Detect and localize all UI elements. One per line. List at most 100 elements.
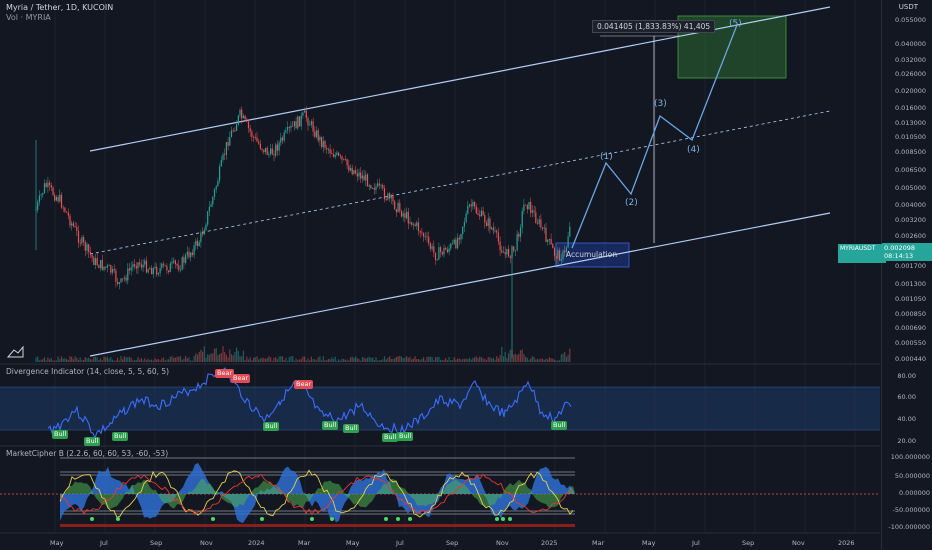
candle bbox=[385, 199, 387, 201]
volume-bar bbox=[433, 360, 435, 362]
volume-bar bbox=[254, 357, 256, 362]
channel-upper-line[interactable] bbox=[89, 6, 831, 152]
candle bbox=[105, 266, 107, 268]
channel-lower-line[interactable] bbox=[89, 212, 831, 357]
volume-bar bbox=[482, 358, 484, 362]
candle bbox=[326, 148, 328, 150]
volume-bar bbox=[445, 357, 447, 362]
volume-bar bbox=[270, 357, 272, 362]
wave-label-2[interactable]: (2) bbox=[625, 198, 638, 208]
candle bbox=[190, 252, 192, 258]
candle bbox=[139, 262, 141, 265]
volume-bar bbox=[152, 360, 154, 362]
volume-bar bbox=[258, 359, 260, 362]
candle bbox=[373, 188, 375, 190]
candle bbox=[71, 223, 73, 226]
candle bbox=[168, 270, 170, 273]
bear-label: Bear bbox=[215, 369, 235, 378]
volume-bar bbox=[530, 358, 532, 362]
candle bbox=[220, 159, 222, 167]
volume-bar bbox=[540, 358, 542, 362]
candle bbox=[76, 227, 78, 231]
volume-bar bbox=[404, 357, 406, 362]
cipher-scale-neg50: -50.000000 bbox=[892, 506, 931, 514]
volume-bar bbox=[372, 357, 374, 362]
volume-bar bbox=[227, 357, 229, 362]
candle bbox=[540, 219, 542, 228]
volume-bar bbox=[368, 356, 370, 362]
candle bbox=[210, 204, 212, 207]
wave-label-4[interactable]: (4) bbox=[687, 145, 700, 155]
volume-bar bbox=[81, 360, 83, 362]
volume-bar bbox=[137, 357, 139, 362]
candle bbox=[392, 195, 394, 202]
ticker-price: 0.002098 bbox=[884, 244, 916, 252]
volume-bar bbox=[491, 358, 493, 362]
volume-bar bbox=[253, 357, 255, 362]
volume-bar bbox=[550, 358, 552, 362]
measure-label[interactable]: 0.041405 (1,833.83%) 41,405 bbox=[592, 20, 716, 33]
price-axis[interactable]: USDT bbox=[881, 0, 932, 550]
cipher-buy-dot bbox=[384, 517, 388, 521]
wave-label-5[interactable]: (5) bbox=[729, 19, 742, 29]
candle bbox=[407, 211, 409, 224]
candle bbox=[331, 153, 333, 155]
accumulation-label[interactable]: Accumulation bbox=[566, 250, 618, 259]
candle bbox=[446, 249, 448, 253]
volume-bar bbox=[202, 351, 204, 362]
candle bbox=[140, 264, 142, 268]
candle bbox=[336, 152, 338, 155]
volume-bar bbox=[43, 357, 46, 362]
candle bbox=[89, 252, 91, 255]
volume-bar bbox=[287, 360, 289, 362]
volume-bar bbox=[263, 357, 265, 362]
wave-label-3[interactable]: (3) bbox=[654, 99, 667, 109]
ticker-price-box[interactable]: 0.002098 08:14:13 bbox=[882, 243, 932, 261]
volume-bar bbox=[251, 360, 253, 362]
elliott-wave-path[interactable] bbox=[571, 24, 738, 249]
candle bbox=[249, 128, 251, 132]
volume-bar bbox=[484, 358, 486, 362]
candle bbox=[242, 115, 244, 119]
candle bbox=[348, 165, 350, 171]
volume-bar bbox=[457, 358, 459, 362]
candle bbox=[297, 116, 299, 129]
candle bbox=[127, 268, 129, 281]
candle bbox=[62, 207, 64, 209]
volume-bar bbox=[111, 359, 114, 362]
candle bbox=[81, 237, 83, 244]
volume-bar bbox=[443, 359, 445, 362]
volume-bar bbox=[230, 354, 233, 362]
candle bbox=[162, 263, 165, 266]
candle bbox=[321, 136, 323, 147]
ticker-price-tag[interactable]: MYRIAUSDT bbox=[838, 244, 886, 263]
candle bbox=[273, 154, 275, 156]
candle bbox=[434, 252, 437, 260]
tradingview-logo-icon bbox=[6, 345, 24, 358]
cipher-buy-dot bbox=[90, 517, 94, 521]
volume-bar bbox=[220, 353, 222, 362]
candle bbox=[54, 195, 56, 201]
candle bbox=[193, 245, 195, 256]
currency-label[interactable]: USDT bbox=[898, 3, 918, 11]
cipher-wave-positive bbox=[60, 462, 575, 494]
candle bbox=[47, 182, 49, 187]
candle bbox=[375, 186, 377, 190]
divergence-title: Divergence Indicator (14, close, 5, 5, 6… bbox=[6, 367, 170, 376]
volume-bar bbox=[327, 358, 329, 362]
wave-label-1[interactable]: (1) bbox=[600, 152, 613, 162]
volume-bar bbox=[458, 358, 460, 362]
candle bbox=[460, 233, 462, 240]
bull-label: Bull bbox=[322, 421, 339, 430]
volume-bar bbox=[479, 356, 481, 362]
candle bbox=[491, 227, 493, 229]
volume-bar bbox=[336, 360, 338, 362]
candle bbox=[416, 222, 418, 226]
candle bbox=[548, 239, 550, 240]
time-axis-label: Nov bbox=[792, 539, 805, 547]
volume-bar bbox=[341, 358, 343, 362]
volume-bar bbox=[203, 346, 205, 362]
divergence-rsi-line[interactable] bbox=[47, 367, 572, 440]
candle bbox=[288, 127, 290, 128]
